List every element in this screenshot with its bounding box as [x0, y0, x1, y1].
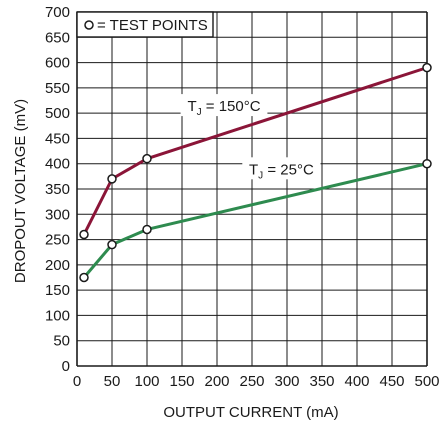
- x-tick-label: 450: [379, 373, 404, 390]
- test-point-marker: [79, 229, 89, 240]
- y-tick-label: 50: [53, 333, 70, 350]
- x-tick-label: 0: [73, 373, 81, 390]
- x-tick-label: 50: [104, 373, 121, 390]
- x-tick-label: 150: [169, 373, 194, 390]
- x-tick-label: 100: [134, 373, 159, 390]
- annotation-background: [180, 94, 268, 117]
- legend-label: = TEST POINTS: [97, 17, 208, 34]
- annotation-background: [242, 157, 321, 180]
- x-tick-label: 300: [274, 373, 299, 390]
- test-point-marker: [422, 62, 432, 73]
- grid: [76, 11, 428, 367]
- series-line-tj-150c: [82, 66, 428, 236]
- y-tick-labels: 0 50 100 150 200 250 300 350 400 450 500 550 600 650 7…: [45, 4, 70, 375]
- x-tick-label: 250: [239, 373, 264, 390]
- series-annotation-tj-25c: TJ = 25°C: [249, 161, 314, 181]
- x-tick-label: 400: [344, 373, 369, 390]
- x-axis-label: OUTPUT CURRENT (mA): [163, 404, 338, 421]
- y-tick-label: 350: [45, 181, 70, 198]
- legend: = TEST POINTS: [76, 11, 214, 38]
- y-tick-label: 450: [45, 130, 70, 147]
- series-annotation-tj-150c: TJ = 150°C: [187, 98, 260, 118]
- x-tick-label: 500: [414, 373, 439, 390]
- y-tick-label: 600: [45, 55, 70, 72]
- legend-marker-icon: [84, 20, 94, 30]
- test-point-marker: [79, 272, 89, 283]
- test-point-marker: [142, 224, 152, 235]
- x-tick-labels: 0 50 100 150 200 250 300 350 400 450 500: [73, 373, 440, 390]
- test-point-marker: [107, 239, 117, 250]
- y-tick-label: 300: [45, 206, 70, 223]
- y-tick-label: 400: [45, 156, 70, 173]
- y-tick-label: 100: [45, 307, 70, 324]
- y-tick-label: 500: [45, 105, 70, 122]
- y-tick-label: 150: [45, 282, 70, 299]
- series-group: [79, 62, 432, 283]
- test-point-marker: [142, 153, 152, 164]
- y-tick-label: 200: [45, 257, 70, 274]
- test-point-marker: [107, 174, 117, 184]
- test-point-marker: [422, 158, 432, 169]
- annotations: TJ = 150°C TJ = 25°C: [180, 94, 321, 181]
- y-axis-label: DROPOUT VOLTAGE (mV): [12, 99, 29, 283]
- y-tick-label: 650: [45, 29, 70, 46]
- x-tick-label: 200: [204, 373, 229, 390]
- legend-box: [76, 11, 214, 38]
- series-line-tj-25c: [82, 162, 428, 279]
- y-tick-label: 0: [62, 358, 70, 375]
- y-tick-label: 700: [45, 4, 70, 21]
- y-tick-label: 550: [45, 80, 70, 97]
- y-tick-label: 250: [45, 232, 70, 249]
- x-tick-label: 350: [309, 373, 334, 390]
